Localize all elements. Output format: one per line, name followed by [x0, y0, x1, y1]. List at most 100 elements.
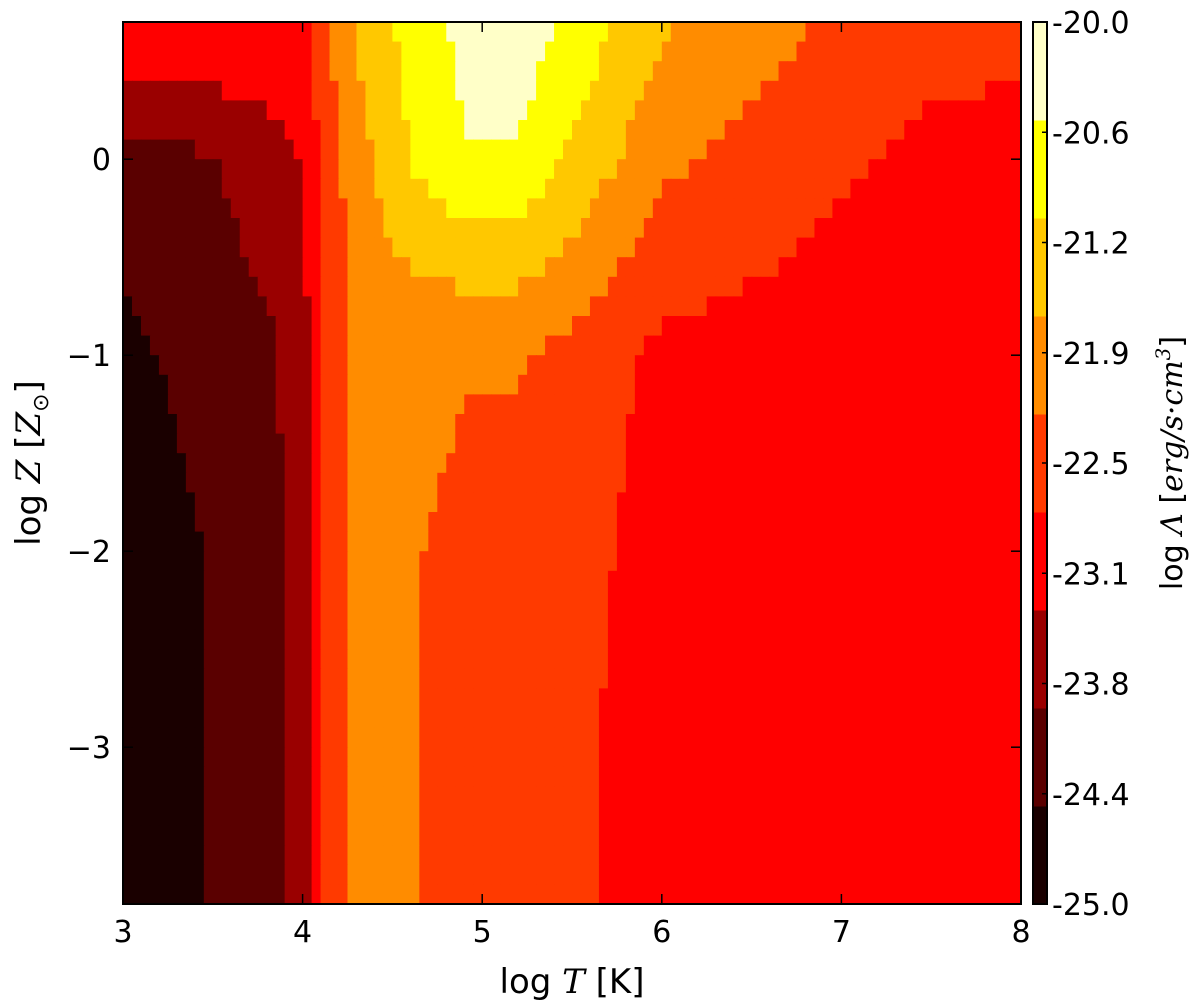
heatmap-cell — [994, 41, 1004, 62]
heatmap-cell — [266, 433, 277, 454]
heatmap-cell — [787, 806, 798, 827]
heatmap-cell — [670, 688, 681, 709]
heatmap-cell — [670, 649, 681, 670]
heatmap-cell — [491, 864, 501, 885]
heatmap-cell — [742, 453, 753, 474]
heatmap-cell — [751, 61, 762, 82]
heatmap-cell — [311, 786, 322, 807]
heatmap-cell — [392, 747, 402, 768]
heatmap-cell — [679, 727, 690, 748]
heatmap-cell — [221, 884, 232, 905]
heatmap-cell — [895, 727, 905, 748]
heatmap-cell — [572, 296, 582, 317]
heatmap-cell — [374, 453, 385, 474]
heatmap-cell — [473, 747, 483, 768]
heatmap-cell — [140, 864, 151, 885]
heatmap-cell — [491, 747, 501, 768]
heatmap-cell — [149, 139, 160, 160]
heatmap-cell — [724, 845, 735, 866]
heatmap-cell — [742, 394, 753, 415]
heatmap-cell — [616, 766, 627, 787]
heatmap-cell — [257, 316, 268, 337]
heatmap-cell — [293, 41, 304, 62]
heatmap-cell — [203, 590, 214, 611]
y-axis-label: log Z [Z⊙] — [9, 380, 54, 546]
heatmap-cell — [212, 884, 223, 905]
heatmap-cell — [536, 257, 546, 278]
heatmap-cell — [580, 747, 591, 768]
heatmap-cell — [248, 492, 259, 513]
heatmap-cell — [275, 708, 286, 729]
heatmap-cell — [221, 845, 232, 866]
heatmap-cell — [859, 688, 869, 709]
heatmap-cell — [284, 61, 295, 82]
heatmap-cell — [886, 80, 896, 101]
heatmap-cell — [293, 649, 304, 670]
heatmap-cell — [769, 139, 780, 160]
heatmap-cell — [724, 825, 735, 846]
heatmap-cell — [464, 100, 474, 121]
heatmap-cell — [823, 414, 834, 435]
heatmap-cell — [284, 610, 295, 631]
heatmap-cell — [482, 570, 492, 591]
heatmap-cell — [275, 433, 286, 454]
heatmap-cell — [814, 570, 825, 591]
heatmap-cell — [329, 766, 340, 787]
heatmap-cell — [913, 727, 923, 748]
heatmap-cell — [697, 178, 708, 199]
heatmap-cell — [814, 374, 825, 395]
heatmap-cell — [994, 237, 1004, 258]
heatmap-cell — [572, 512, 582, 533]
heatmap-cell — [410, 100, 420, 121]
heatmap-cell — [805, 806, 816, 827]
heatmap-cell — [194, 159, 205, 180]
heatmap-cell — [895, 414, 905, 435]
heatmap-cell — [383, 22, 393, 43]
heatmap-cell — [491, 374, 501, 395]
heatmap-cell — [230, 218, 241, 239]
heatmap-cell — [742, 472, 753, 493]
heatmap-cell — [302, 335, 313, 356]
heatmap-cell — [823, 825, 834, 846]
heatmap-cell — [760, 198, 771, 219]
heatmap-cell — [419, 551, 429, 572]
heatmap-cell — [877, 727, 887, 748]
heatmap-cell — [203, 237, 214, 258]
heatmap-cell — [554, 218, 564, 239]
heatmap-cell — [500, 551, 510, 572]
heatmap-cell — [275, 453, 286, 474]
plot-frame — [122, 21, 1022, 905]
heatmap-cell — [895, 100, 905, 121]
heatmap-cell — [940, 845, 950, 866]
heatmap-cell — [589, 845, 600, 866]
heatmap-cell — [473, 512, 483, 533]
heatmap-cell — [733, 668, 744, 689]
heatmap-cell — [500, 178, 510, 199]
heatmap-cell — [455, 453, 465, 474]
heatmap-cell — [931, 374, 941, 395]
heatmap-cell — [742, 864, 753, 885]
heatmap-cell — [760, 374, 771, 395]
heatmap-cell — [230, 629, 241, 650]
heatmap-cell — [338, 218, 349, 239]
heatmap-cell — [805, 296, 816, 317]
heatmap-cell — [500, 257, 510, 278]
heatmap-cell — [158, 551, 169, 572]
colorbar — [1033, 22, 1047, 905]
heatmap-cell — [284, 727, 295, 748]
heatmap-cell — [832, 825, 842, 846]
heatmap-cell — [994, 198, 1004, 219]
heatmap-cell — [904, 355, 914, 376]
heatmap-cell — [455, 120, 465, 141]
heatmap-cell — [787, 159, 798, 180]
heatmap-cell — [940, 727, 950, 748]
heatmap-cell — [598, 766, 609, 787]
heatmap-cell — [500, 766, 510, 787]
heatmap-cell — [320, 100, 331, 121]
heatmap-cell — [769, 708, 780, 729]
heatmap-cell — [545, 472, 555, 493]
heatmap-cell — [203, 178, 214, 199]
heatmap-cell — [1003, 296, 1013, 317]
heatmap-cell — [823, 433, 834, 454]
heatmap-cell — [823, 531, 834, 552]
